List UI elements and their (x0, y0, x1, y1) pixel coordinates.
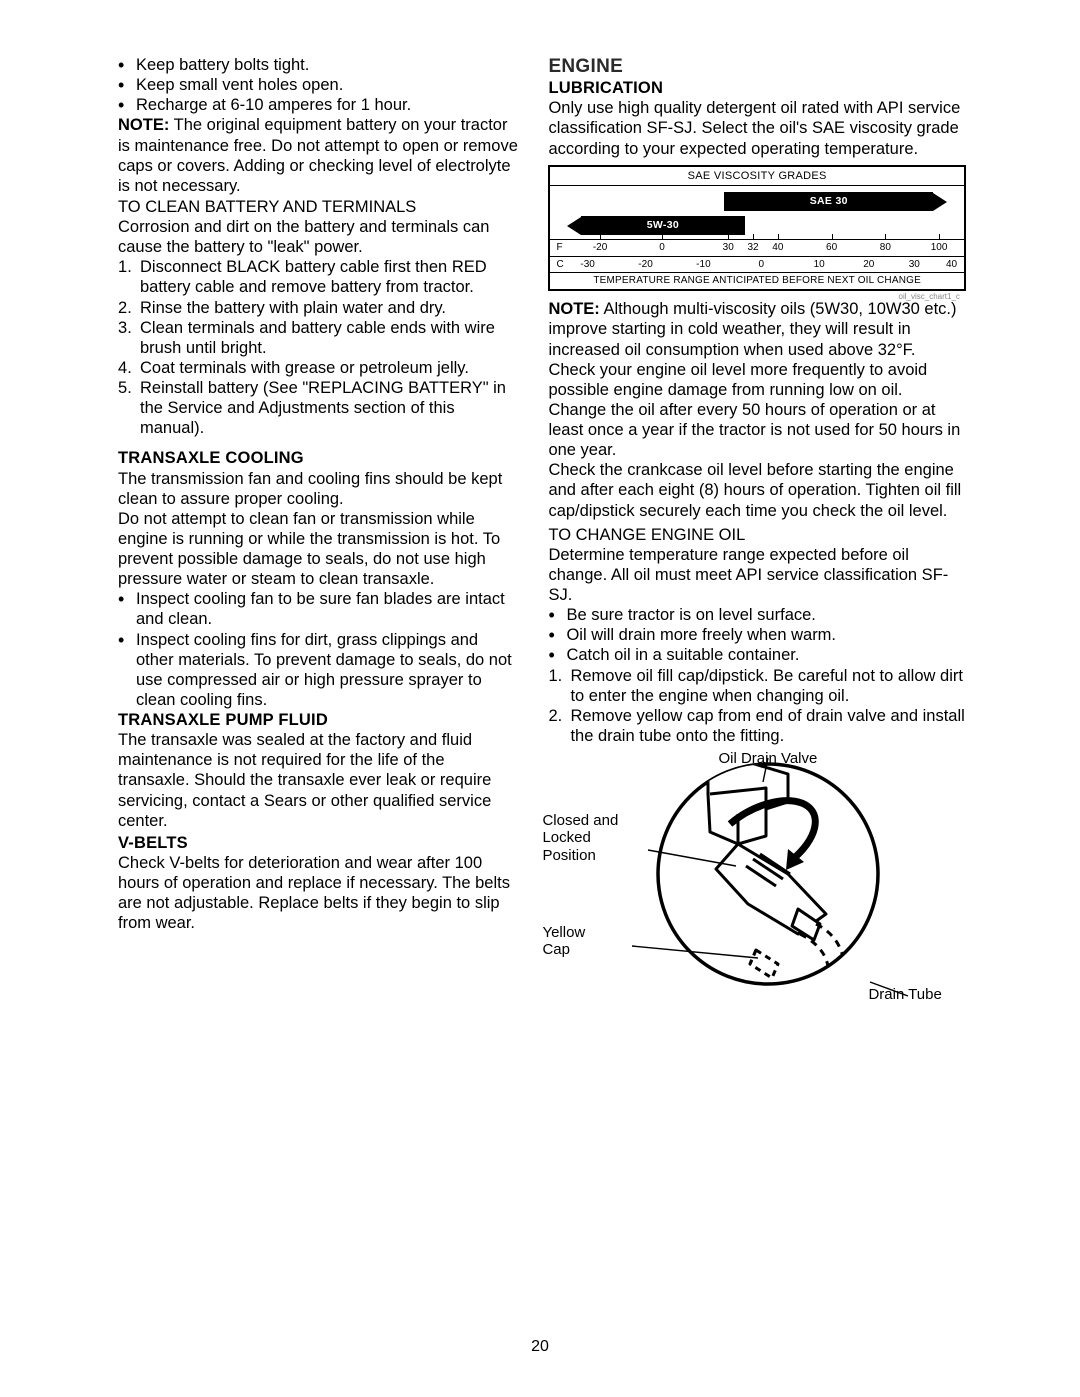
list-item: Inspect cooling fins for dirt, grass cli… (136, 630, 518, 711)
list-item: Remove yellow cap from end of drain valv… (570, 706, 965, 746)
drain-valve-svg (588, 754, 948, 1004)
note-label: NOTE: (118, 116, 169, 134)
list-item: Keep small vent holes open. (136, 75, 518, 95)
body-text: Check V-belts for deterioration and wear… (118, 853, 518, 934)
sae-viscosity-chart: SAE VISCOSITY GRADES SAE 30 5W-30 F -20 0… (548, 165, 965, 292)
body-text: Determine temperature range expected bef… (548, 545, 965, 605)
list-item: Inspect cooling fan to be sure fan blade… (136, 589, 518, 629)
scale-label: 32 (747, 242, 758, 254)
body-text: Only use high quality detergent oil rate… (548, 98, 965, 158)
note-text: The original equipment battery on your t… (118, 116, 518, 194)
changeoil-bullet-list: Be sure tractor is on level surface. Oil… (548, 605, 965, 665)
c-unit: C (556, 259, 563, 271)
list-item: Rinse the battery with plain water and d… (140, 298, 518, 318)
scale-label: 30 (909, 259, 920, 271)
label-oil-drain-valve: Oil Drain Valve (718, 750, 817, 767)
left-column: Keep battery bolts tight. Keep small ven… (118, 55, 518, 1014)
scale-label: 60 (826, 242, 837, 254)
scale-label: -20 (638, 259, 652, 271)
transaxle-pump-heading: TRANSAXLE PUMP FLUID (118, 710, 518, 730)
arrow-left-icon (567, 217, 581, 235)
body-text: The transmission fan and cooling fins sh… (118, 469, 518, 509)
list-item: Recharge at 6-10 amperes for 1 hour. (136, 95, 518, 115)
scale-label: -20 (593, 242, 607, 254)
page-number: 20 (0, 1337, 1080, 1357)
scale-label: 0 (659, 242, 665, 254)
scale-label: 20 (863, 259, 874, 271)
chart-bars: SAE 30 5W-30 (550, 186, 963, 240)
to-change-oil-heading: TO CHANGE ENGINE OIL (548, 525, 965, 545)
scale-label: 100 (931, 242, 948, 254)
chart-source: oil_visc_chart1_c (899, 292, 960, 302)
scale-label: -10 (696, 259, 710, 271)
note-text: Although multi-viscosity oils (5W30, 10W… (548, 300, 956, 399)
scale-label: 40 (772, 242, 783, 254)
bar-label: 5W-30 (581, 216, 745, 235)
scale-label: 10 (814, 259, 825, 271)
label-drain-tube: Drain Tube (868, 986, 941, 1003)
footer-text: TEMPERATURE RANGE ANTICIPATED BEFORE NEX… (593, 275, 921, 286)
lubrication-heading: LUBRICATION (548, 78, 965, 98)
label-closed-locked: Closed and Locked Position (542, 812, 642, 864)
bar-label: SAE 30 (724, 192, 933, 211)
list-item: Be sure tractor is on level surface. (566, 605, 965, 625)
fahrenheit-scale: F -20 0 30 32 40 60 80 100 (550, 240, 963, 256)
scale-label: 40 (946, 259, 957, 271)
body-text: Check the crankcase oil level before sta… (548, 460, 965, 520)
clean-intro: Corrosion and dirt on the battery and te… (118, 217, 518, 257)
clean-heading: TO CLEAN BATTERY AND TERMINALS (118, 197, 518, 217)
label-yellow-cap: Yellow Cap (542, 924, 602, 959)
body-text: Do not attempt to clean fan or transmiss… (118, 509, 518, 590)
list-item: Clean terminals and battery cable ends w… (140, 318, 518, 358)
scale-label: 80 (880, 242, 891, 254)
f-unit: F (556, 242, 562, 254)
list-item: Oil will drain more freely when warm. (566, 625, 965, 645)
celsius-scale: C -30 -20 -10 0 10 20 30 40 (550, 256, 963, 272)
chart-footer: TEMPERATURE RANGE ANTICIPATED BEFORE NEX… (550, 272, 963, 289)
list-item: Reinstall battery (See "REPLACING BATTER… (140, 378, 518, 438)
engine-heading: ENGINE (548, 55, 965, 78)
scale-label: 0 (759, 259, 765, 271)
sae30-bar: SAE 30 (724, 192, 947, 211)
scale-label: 30 (723, 242, 734, 254)
list-item: Disconnect BLACK battery cable first the… (140, 257, 518, 297)
changeoil-steps: Remove oil fill cap/dipstick. Be careful… (548, 666, 965, 747)
battery-bullet-list: Keep battery bolts tight. Keep small ven… (118, 55, 518, 115)
scale-label: -30 (580, 259, 594, 271)
transaxle-bullet-list: Inspect cooling fan to be sure fan blade… (118, 589, 518, 710)
chart-title: SAE VISCOSITY GRADES (550, 167, 963, 186)
oil-drain-figure: Oil Drain Valve Closed and Locked Positi… (548, 754, 965, 1014)
right-column: ENGINE LUBRICATION Only use high quality… (548, 55, 965, 1014)
clean-steps: Disconnect BLACK battery cable first the… (118, 257, 518, 438)
battery-note: NOTE: The original equipment battery on … (118, 115, 518, 196)
list-item: Keep battery bolts tight. (136, 55, 518, 75)
page-columns: Keep battery bolts tight. Keep small ven… (118, 55, 970, 1014)
5w30-bar: 5W-30 (567, 216, 745, 235)
arrow-right-icon (933, 193, 947, 211)
body-text: The transaxle was sealed at the factory … (118, 730, 518, 831)
oil-note: NOTE: Although multi-viscosity oils (5W3… (548, 299, 965, 400)
list-item: Coat terminals with grease or petroleum … (140, 358, 518, 378)
transaxle-cooling-heading: TRANSAXLE COOLING (118, 448, 518, 468)
note-label: NOTE: (548, 300, 599, 318)
list-item: Remove oil fill cap/dipstick. Be careful… (570, 666, 965, 706)
vbelts-heading: V-BELTS (118, 833, 518, 853)
list-item: Catch oil in a suitable container. (566, 645, 965, 665)
body-text: Change the oil after every 50 hours of o… (548, 400, 965, 460)
